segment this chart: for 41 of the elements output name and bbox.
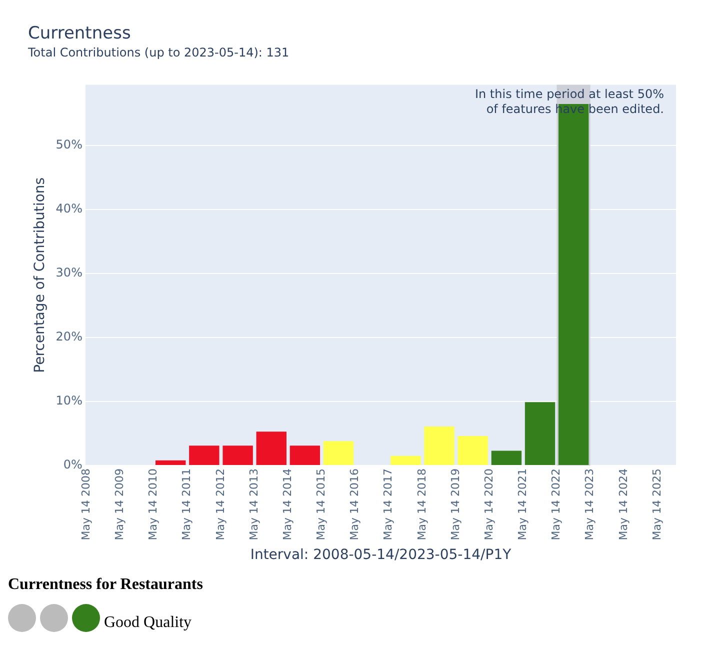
x-tick-label: May 14 2015 bbox=[314, 468, 328, 540]
x-axis-title: Interval: 2008-05-14/2023-05-14/P1Y bbox=[250, 547, 512, 564]
x-tick-label: May 14 2008 bbox=[80, 468, 93, 540]
bar bbox=[491, 450, 522, 465]
bar bbox=[189, 446, 220, 465]
bar bbox=[458, 436, 488, 465]
x-tick-label: May 14 2014 bbox=[280, 468, 294, 540]
bar bbox=[524, 402, 556, 465]
y-tick-label: 0% bbox=[63, 458, 82, 472]
chart-subtitle: Total Contributions (up to 2023-05-14): 131 bbox=[27, 46, 290, 60]
bar bbox=[424, 426, 454, 465]
text: Good Quality bbox=[104, 614, 192, 632]
x-tick-label: May 14 2018 bbox=[415, 468, 428, 540]
x-tick-label: May 14 2009 bbox=[113, 468, 126, 540]
x-tick-label: May 14 2022 bbox=[550, 468, 563, 540]
bar bbox=[290, 446, 320, 465]
x-tick-label: May 14 2024 bbox=[616, 468, 630, 540]
bar bbox=[156, 460, 186, 465]
text: Currentness for Restaurants bbox=[8, 576, 204, 594]
x-tick-label: May 14 2013 bbox=[247, 468, 260, 540]
y-tick-label: 30% bbox=[56, 266, 82, 280]
x-tick-label: May 14 2010 bbox=[146, 468, 160, 540]
x-tick-label: May 14 2023 bbox=[583, 468, 596, 540]
bar bbox=[323, 441, 354, 465]
x-tick-label: May 14 2017 bbox=[382, 468, 395, 540]
y-axis-title: Percentage of Contributions bbox=[32, 177, 48, 373]
x-tick-label: May 14 2025 bbox=[650, 468, 664, 540]
x-tick-label: May 14 2011 bbox=[180, 468, 194, 540]
bar bbox=[222, 446, 253, 465]
chart-title: Currentness bbox=[28, 24, 131, 44]
x-tick-label: May 14 2012 bbox=[214, 468, 227, 540]
bar bbox=[256, 432, 286, 465]
y-tick-label: 50% bbox=[56, 138, 82, 152]
x-tick-label: May 14 2020 bbox=[482, 468, 496, 540]
y-tick-label: 20% bbox=[56, 330, 82, 344]
bar bbox=[390, 456, 421, 465]
x-tick-label: May 14 2016 bbox=[348, 468, 362, 540]
x-tick-label: May 14 2019 bbox=[448, 468, 462, 540]
y-tick-label: 10% bbox=[56, 394, 82, 408]
y-tick-label: 40% bbox=[56, 202, 82, 216]
x-tick-label: May 14 2021 bbox=[516, 468, 530, 540]
